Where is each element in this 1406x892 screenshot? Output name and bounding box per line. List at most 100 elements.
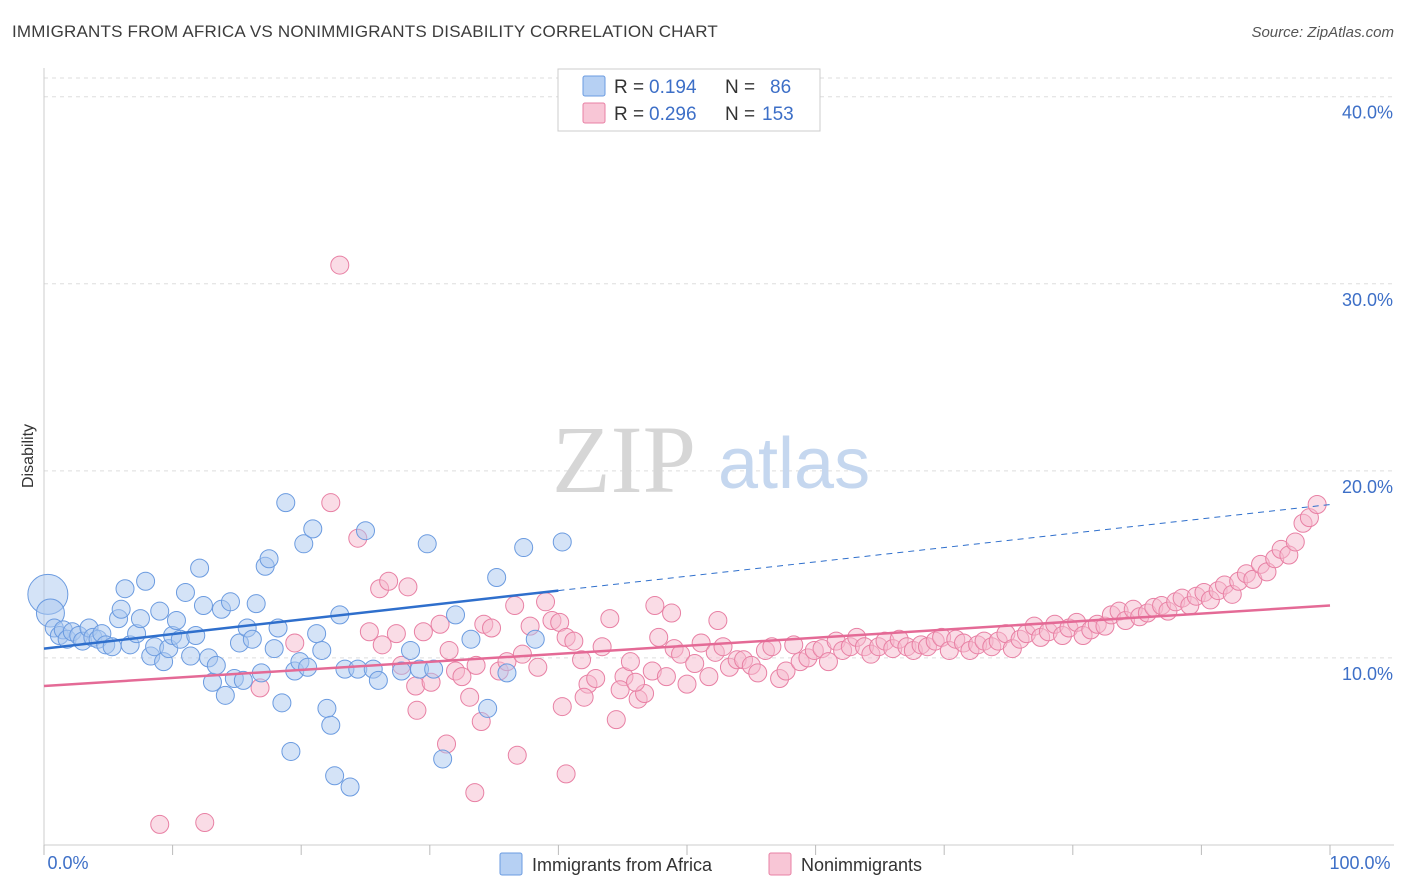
immigrants-point (242, 629, 262, 649)
nonimmigrants-point (507, 745, 527, 765)
nonimmigrants-point (606, 710, 626, 730)
nonimmigrants-point (398, 577, 418, 597)
watermark-atlas: atlas (718, 424, 870, 504)
nonimmigrants-point (556, 764, 576, 784)
series-legend-swatch-pink (768, 852, 792, 876)
immigrants-point (340, 777, 360, 797)
immigrants-point (552, 532, 572, 552)
immigrants-point (461, 629, 481, 649)
series-legend: Immigrants from Africa Nonimmigrants (499, 852, 922, 876)
immigrants-point (368, 670, 388, 690)
legend-n-label-2: N = (725, 104, 755, 125)
nonimmigrants-point (439, 640, 459, 660)
nonimmigrants-point (372, 635, 392, 655)
nonimmigrants-point (465, 783, 485, 803)
watermark-zip: ZIP (552, 406, 696, 513)
nonimmigrants-point (620, 652, 640, 672)
nonimmigrants-point (748, 663, 768, 683)
chart-source: Source: ZipAtlas.com (1251, 24, 1394, 41)
immigrants-point (206, 655, 226, 675)
series-legend-swatch-blue (499, 852, 523, 876)
nonimmigrants-point (195, 813, 215, 833)
legend-swatch-blue (582, 75, 606, 97)
nonimmigrants-point (685, 654, 705, 674)
nonimmigrants-point (430, 614, 450, 634)
nonimmigrants-point (1307, 495, 1327, 515)
y-tick-label: 20.0% (1342, 477, 1393, 497)
legend-r-label-1: R = (614, 77, 644, 98)
immigrants-point (433, 749, 453, 769)
immigrants-point (356, 521, 375, 541)
y-tick-label: 30.0% (1342, 290, 1393, 310)
immigrants-point (446, 605, 466, 625)
trend-lines (43, 504, 1331, 688)
legend-n-value-1: 86 (770, 77, 791, 98)
nonimmigrants-point (572, 650, 592, 670)
legend-swatch-pink (582, 102, 606, 124)
nonimmigrants-point (762, 637, 782, 657)
x-tick-label-min: 0.0% (47, 853, 88, 873)
tick-labels: 10.0% 20.0% 30.0% 40.0% 0.0% 100.0% (47, 103, 1393, 873)
nonimmigrants-point (592, 637, 612, 657)
immigrants-point (487, 567, 507, 587)
chart-title: IMMIGRANTS FROM AFRICA VS NONIMMIGRANTS … (12, 22, 718, 41)
immigrants-point (497, 663, 517, 683)
immigrants-point (417, 534, 437, 554)
series-legend-label-nonimmigrants: Nonimmigrants (801, 855, 922, 875)
nonimmigrants-point (552, 697, 572, 717)
nonimmigrants-point (708, 611, 728, 631)
immigrants-point (401, 640, 421, 660)
nonimmigrants-point (662, 603, 682, 623)
nonimmigrants-point (330, 255, 350, 275)
nonimmigrants-point (586, 669, 606, 689)
immigrants-point (272, 693, 292, 713)
immigrants-point (424, 659, 444, 679)
nonimmigrants-point (600, 609, 620, 629)
immigrants-point (298, 657, 318, 677)
legend-r-value-1: 0.194 (649, 77, 697, 98)
nonimmigrants-point (528, 657, 548, 677)
nonimmigrants-point (699, 667, 719, 687)
nonimmigrants-point (649, 627, 669, 647)
axes (43, 68, 1394, 855)
stats-legend: R = 0.194 N = 86 R = 0.296 N = 153 (557, 68, 821, 132)
immigrants-point (514, 538, 534, 558)
nonimmigrants-point (285, 633, 305, 653)
immigrants-point (130, 609, 150, 629)
immigrants-point (166, 611, 186, 631)
immigrants-trend-extension (558, 504, 1331, 592)
nonimmigrants-point (321, 493, 341, 513)
x-tick-label-max: 100.0% (1329, 853, 1390, 873)
immigrants-point (220, 592, 240, 612)
immigrants-point (111, 599, 131, 619)
nonimmigrants-point (386, 624, 406, 644)
immigrants-point (181, 646, 201, 666)
nonimmigrants-point (460, 687, 480, 707)
immigrants-point (525, 629, 545, 649)
nonimmigrants-point (505, 596, 525, 616)
nonimmigrants-point (512, 644, 532, 664)
immigrants-point (294, 534, 314, 554)
y-tick-label: 10.0% (1342, 664, 1393, 684)
immigrants-point (233, 670, 253, 690)
legend-r-label-2: R = (614, 104, 644, 125)
immigrants-point (190, 558, 210, 578)
nonimmigrants-point (776, 661, 796, 681)
nonimmigrants-point (452, 667, 472, 687)
nonimmigrants-point (407, 700, 427, 720)
immigrants-point (312, 640, 332, 660)
nonimmigrants-point (536, 592, 556, 612)
nonimmigrants-point (413, 622, 433, 642)
nonimmigrants-point (677, 674, 697, 694)
y-tick-label: 40.0% (1342, 103, 1393, 123)
nonimmigrants-point (691, 633, 711, 653)
grid (44, 77, 1394, 659)
immigrants-point (186, 625, 206, 645)
immigrants-point (115, 579, 135, 599)
nonimmigrants-point (626, 672, 646, 692)
immigrants-point (215, 685, 235, 705)
immigrants-point (259, 549, 279, 569)
watermark: ZIP atlas (552, 406, 870, 513)
immigrants-point (321, 715, 341, 735)
immigrants-point (325, 766, 345, 786)
